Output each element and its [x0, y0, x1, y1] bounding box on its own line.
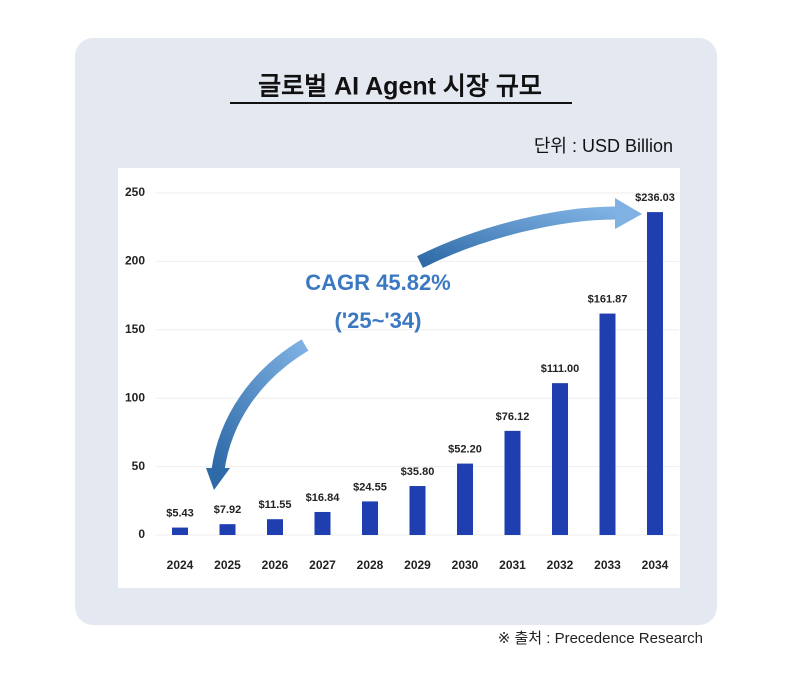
marks: 2024 $5.43 2025 $7.92 2026 $11.55 2027 $16.84 20… — [166, 192, 675, 572]
arrow — [211, 339, 309, 471]
value-label: $7.92 — [214, 504, 242, 516]
arrow — [417, 206, 621, 268]
y-tick-label: 100 — [125, 390, 145, 404]
x-tick-label: 2024 — [167, 558, 194, 572]
bar — [172, 527, 188, 535]
value-label: $35.80 — [401, 466, 435, 478]
x-tick-label: 2030 — [452, 558, 479, 572]
value-label: $24.55 — [353, 481, 387, 493]
y-tick-label: 50 — [132, 459, 146, 473]
value-label: $16.84 — [306, 492, 341, 504]
bar — [457, 463, 473, 535]
bar — [409, 486, 426, 535]
unit-label: 단위 : USD Billion — [534, 136, 673, 156]
bar — [504, 430, 521, 535]
value-label: $5.43 — [166, 507, 194, 519]
x-tick-label: 2031 — [499, 558, 526, 572]
x-tick-label: 2026 — [262, 558, 289, 572]
value-label: $111.00 — [541, 363, 580, 375]
value-label: $11.55 — [258, 499, 291, 511]
x-tick-label: 2033 — [594, 558, 621, 572]
arrow-head — [206, 468, 230, 490]
y-tick-label: 250 — [125, 185, 145, 199]
bar — [362, 501, 378, 535]
bar — [314, 511, 331, 535]
value-label: $52.20 — [448, 443, 482, 455]
chart-title: 글로벌 AI Agent 시장 규모 — [258, 73, 542, 101]
bar — [219, 524, 236, 535]
plot-area — [118, 168, 680, 588]
x-tick-label: 2029 — [404, 558, 431, 572]
x-tick-label: 2032 — [547, 558, 574, 572]
y-tick-label: 200 — [125, 254, 145, 268]
x-tick-label: 2028 — [357, 558, 384, 572]
value-label: $76.12 — [496, 411, 530, 423]
source-note: ※ 출처 : Precedence Research — [498, 630, 703, 647]
bar — [647, 212, 663, 535]
bar — [599, 313, 616, 535]
y-tick-label: 150 — [125, 322, 145, 336]
bar — [267, 519, 283, 535]
x-tick-label: 2027 — [309, 558, 336, 572]
x-tick-label: 2034 — [642, 558, 669, 572]
annotation: ('25~'34) — [335, 308, 422, 333]
y-tick-label: 0 — [138, 527, 145, 541]
value-label: $161.87 — [588, 293, 628, 305]
value-label: $236.03 — [635, 192, 675, 204]
annotation: CAGR 45.82% — [305, 270, 451, 295]
arrow-head — [615, 198, 642, 229]
bar — [552, 383, 568, 535]
x-tick-label: 2025 — [214, 558, 241, 572]
